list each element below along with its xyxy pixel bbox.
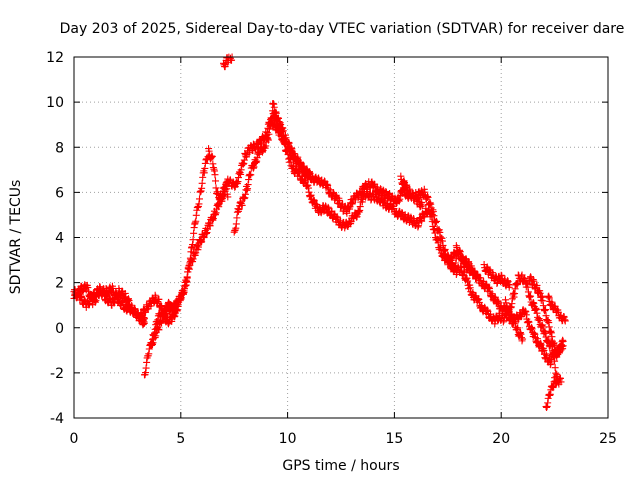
data-point — [551, 357, 559, 365]
y-tick-label: -4 — [50, 411, 64, 427]
data-point — [211, 171, 219, 179]
data-point — [519, 335, 527, 343]
y-tick-label: 4 — [55, 231, 64, 247]
data-point — [189, 236, 197, 244]
data-point — [474, 272, 482, 280]
x-tick-label: 20 — [492, 431, 510, 447]
data-point — [173, 301, 181, 309]
data-point — [418, 202, 426, 210]
x-tick-label: 15 — [385, 431, 403, 447]
y-tick-label: 10 — [46, 95, 64, 111]
y-tick-label: 0 — [55, 321, 64, 337]
data-point — [424, 193, 432, 201]
data-point — [555, 380, 563, 388]
data-point — [189, 255, 197, 263]
chart-title: Day 203 of 2025, Sidereal Day-to-day VTE… — [60, 21, 625, 37]
data-point — [195, 195, 203, 203]
data-point — [527, 292, 535, 300]
data-point — [257, 140, 265, 148]
data-point — [559, 337, 567, 345]
data-point — [198, 179, 206, 187]
data-point — [212, 177, 220, 185]
data-point — [506, 281, 514, 289]
data-points — [70, 53, 569, 411]
grid — [74, 57, 608, 418]
data-point — [307, 175, 315, 183]
y-tick-label: -2 — [50, 366, 64, 382]
y-tick-label: 6 — [55, 185, 64, 201]
x-axis-label: GPS time / hours — [282, 458, 399, 474]
data-point — [505, 306, 513, 314]
y-tick-label: 8 — [55, 140, 64, 156]
data-point — [433, 217, 441, 225]
data-point — [418, 217, 426, 225]
data-point — [206, 222, 214, 230]
y-tick-label: 12 — [46, 50, 64, 66]
data-point — [198, 238, 206, 246]
data-point — [456, 248, 464, 256]
y-axis-label: SDTVAR / TECUs — [8, 180, 24, 295]
x-tick-label: 25 — [599, 431, 617, 447]
x-tick-label: 5 — [176, 431, 185, 447]
data-point — [232, 220, 240, 228]
data-point — [285, 139, 293, 147]
data-point — [561, 317, 569, 325]
y-tick-label: 2 — [55, 276, 64, 292]
axis-ticks: 0 5 10 15 20 25 -4 -2 0 2 4 6 8 10 12 — [46, 50, 617, 447]
data-point — [533, 281, 541, 289]
x-tick-label: 10 — [279, 431, 297, 447]
data-point — [542, 306, 550, 314]
x-tick-label: 0 — [70, 431, 79, 447]
data-point — [155, 295, 163, 303]
data-point — [514, 324, 522, 332]
data-point — [247, 171, 255, 179]
data-point — [155, 326, 163, 334]
data-point — [208, 153, 216, 161]
data-point — [238, 201, 246, 209]
data-point — [192, 217, 200, 225]
